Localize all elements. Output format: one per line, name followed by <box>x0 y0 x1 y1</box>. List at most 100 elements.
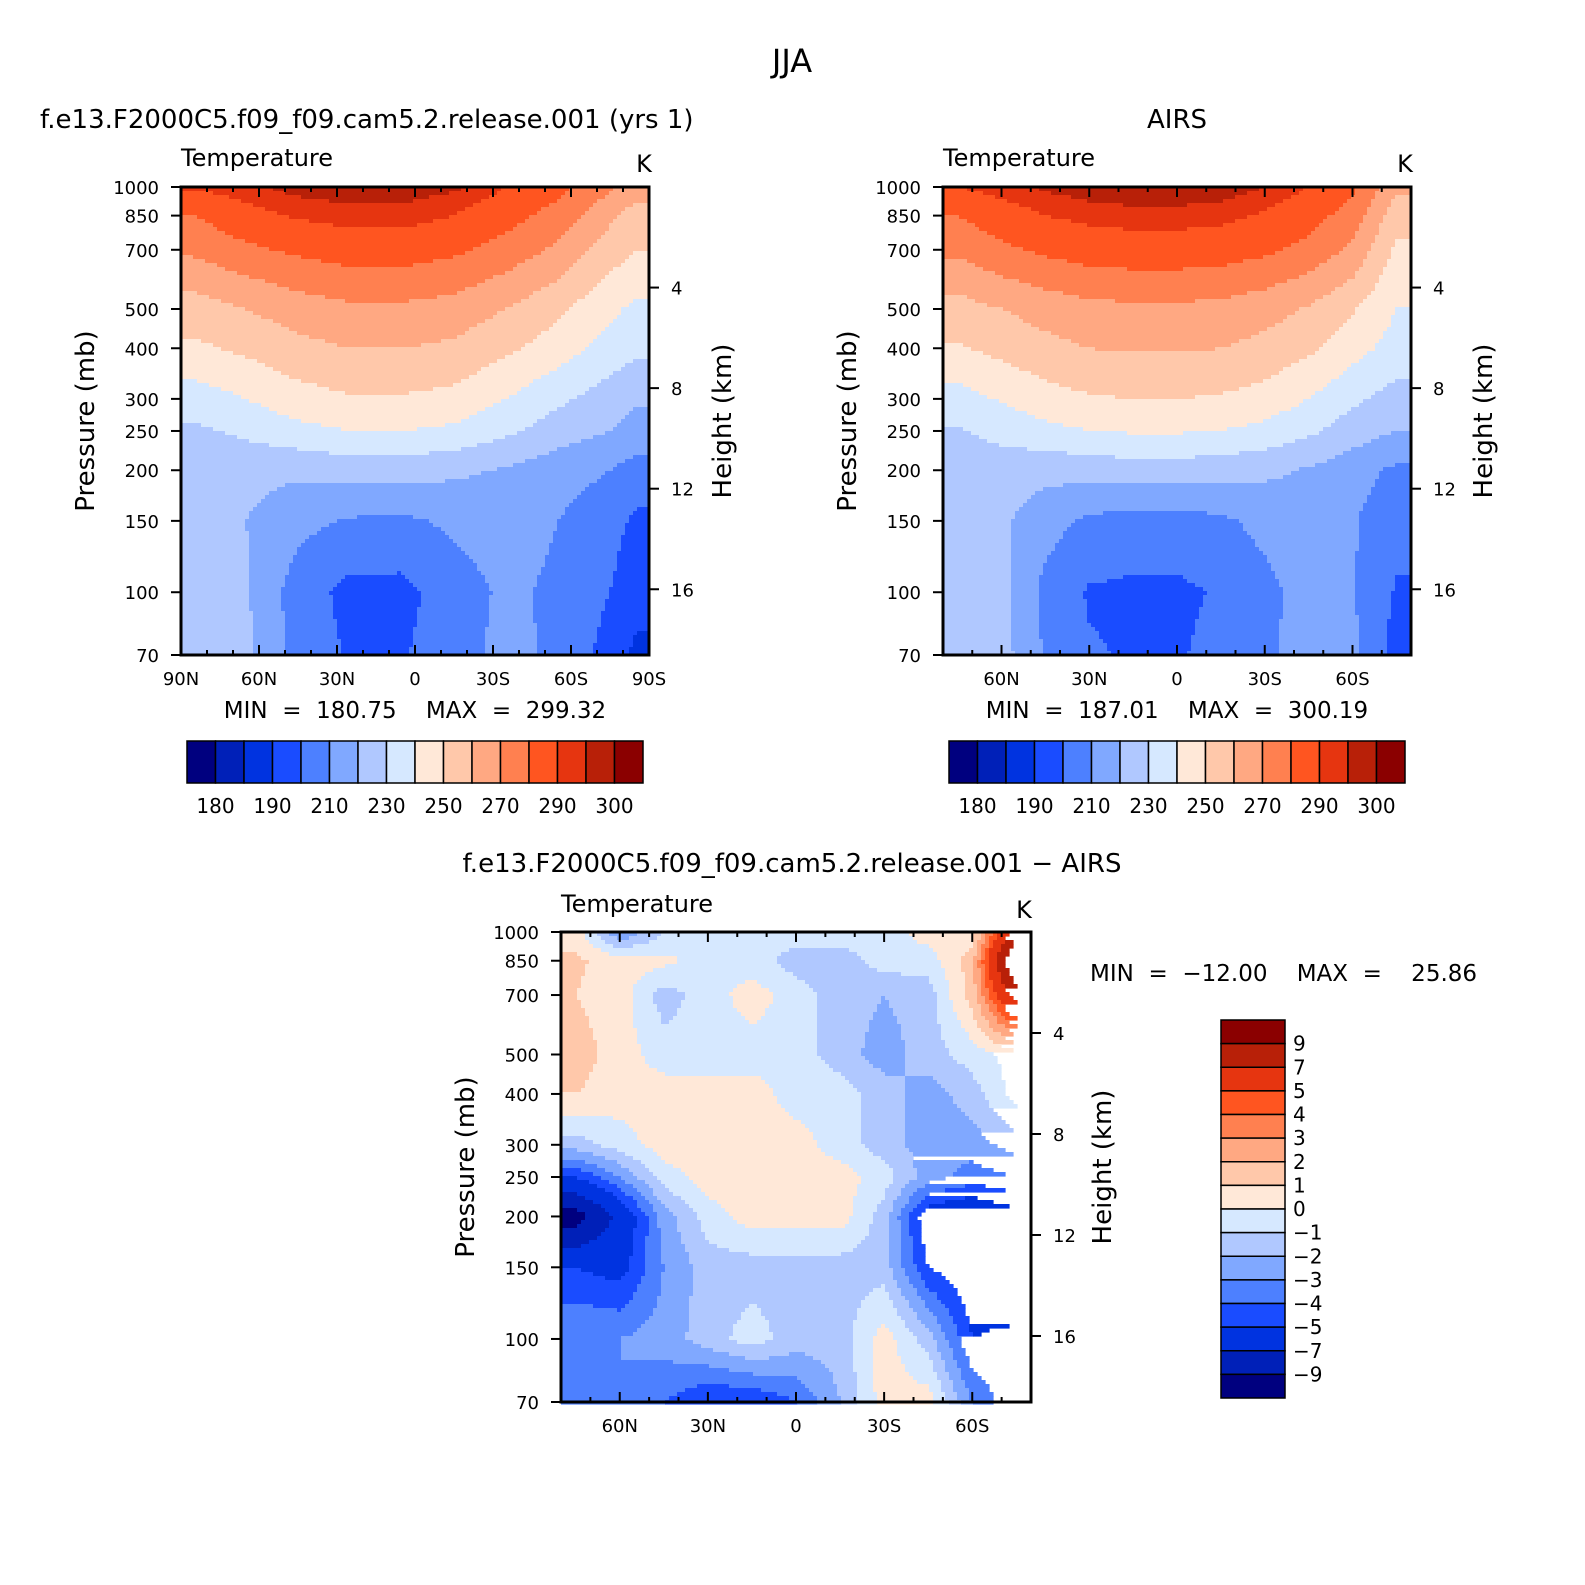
y-tick-label: 850 <box>505 952 539 973</box>
contour-cell <box>1183 575 1276 580</box>
contour-cell <box>901 1264 918 1269</box>
contour-cell <box>1391 595 1412 600</box>
contour-cell <box>729 1248 854 1253</box>
y-tick-label: 500 <box>505 1046 539 1067</box>
contour-cell <box>857 1372 874 1377</box>
contour-cell <box>953 1004 970 1009</box>
plot-area: 90N 60N 30N 0 30S 60S 90S701001502002503004005… <box>113 178 694 818</box>
contour-cell <box>1203 587 1284 592</box>
contour-cell <box>653 992 686 997</box>
contour-cell <box>943 255 1048 260</box>
contour-cell <box>661 932 910 937</box>
contour-cell <box>1001 972 1010 977</box>
contour-cell <box>943 519 1012 524</box>
contour-cell <box>897 1284 914 1289</box>
contour-cell <box>617 567 650 572</box>
contour-cell <box>257 243 482 248</box>
contour-cell <box>1043 487 1372 492</box>
contour-cell <box>885 1188 902 1193</box>
colorbar-swatch <box>1375 740 1406 784</box>
contour-cell <box>561 1324 642 1329</box>
contour-cell <box>1359 627 1388 632</box>
contour-cell <box>869 1060 906 1065</box>
colorbar-label: 5 <box>1293 1079 1306 1103</box>
contour-cell <box>565 271 610 276</box>
contour-cell <box>581 215 618 220</box>
contour-cell <box>1195 583 1280 588</box>
contour-cell <box>573 263 622 268</box>
contour-cell <box>693 1288 874 1293</box>
contour-cell <box>1039 595 1084 600</box>
contour-cell <box>561 1196 586 1201</box>
contour-cell <box>597 639 634 644</box>
contour-cell <box>1011 603 1040 608</box>
contour-cell <box>417 607 490 612</box>
contour-cell <box>613 427 650 432</box>
contour-cell <box>201 339 326 344</box>
contour-cell <box>601 936 618 941</box>
contour-cell <box>621 1200 638 1205</box>
contour-cell <box>1319 263 1364 268</box>
contour-cell <box>637 1188 654 1193</box>
colorbar-swatch <box>1220 1326 1286 1352</box>
contour-cell <box>969 1396 994 1401</box>
colorbar-swatch <box>300 740 331 784</box>
contour-cell <box>585 1212 610 1217</box>
contour-cell <box>525 343 590 348</box>
contour-cell <box>589 483 650 488</box>
contour-cell <box>561 1312 654 1317</box>
contour-cell <box>481 367 558 372</box>
contour-cell <box>561 1288 638 1293</box>
contour-cell <box>661 1252 690 1257</box>
contour-cell <box>943 431 972 436</box>
contour-cell <box>329 591 422 596</box>
contour-cell <box>869 1224 890 1229</box>
contour-cell <box>625 459 650 464</box>
contour-cell <box>1039 627 1096 632</box>
contour-cell <box>943 195 996 200</box>
contour-cell <box>593 1036 638 1041</box>
contour-cell <box>657 1212 674 1217</box>
contour-cell <box>1351 363 1412 368</box>
contour-cell <box>645 1248 662 1253</box>
contour-cell <box>943 187 968 192</box>
contour-cell <box>677 988 734 993</box>
contour-cell <box>889 1164 914 1169</box>
contour-cell <box>957 1392 970 1397</box>
contour-cell <box>337 619 418 624</box>
contour-cell <box>897 1216 910 1221</box>
contour-cell <box>561 1036 594 1041</box>
contour-cell <box>637 507 650 512</box>
contour-cell <box>253 631 286 636</box>
contour-cell <box>1011 567 1044 572</box>
contour-cell <box>905 1272 922 1277</box>
contour-cell <box>765 1316 858 1321</box>
contour-cell <box>181 435 238 440</box>
contour-cell <box>181 271 238 276</box>
contour-cell <box>937 992 950 997</box>
contour-cell <box>653 1000 682 1005</box>
contour-cell <box>829 1368 854 1373</box>
contour-cell <box>977 964 986 969</box>
contour-cell <box>617 1160 642 1165</box>
contour-cell <box>677 1392 778 1397</box>
contour-cell <box>181 503 258 508</box>
contour-cell <box>485 579 538 584</box>
contour-cell <box>1375 479 1412 484</box>
contour-cell <box>905 1132 982 1137</box>
contour-cell <box>1123 203 1188 208</box>
contour-cell <box>669 1396 790 1401</box>
contour-cell <box>943 399 1000 404</box>
contour-cell <box>1379 227 1412 232</box>
contour-cell <box>641 1192 654 1197</box>
contour-cell <box>967 259 1068 264</box>
contour-cell <box>1367 207 1388 212</box>
contour-cell <box>625 1180 646 1185</box>
contour-cell <box>333 587 418 592</box>
contour-cell <box>953 1352 966 1357</box>
contour-cell <box>265 207 466 212</box>
contour-cell <box>943 571 1012 576</box>
contour-cell <box>943 467 1300 472</box>
contour-cell <box>529 383 598 388</box>
contour-cell <box>1279 643 1360 648</box>
